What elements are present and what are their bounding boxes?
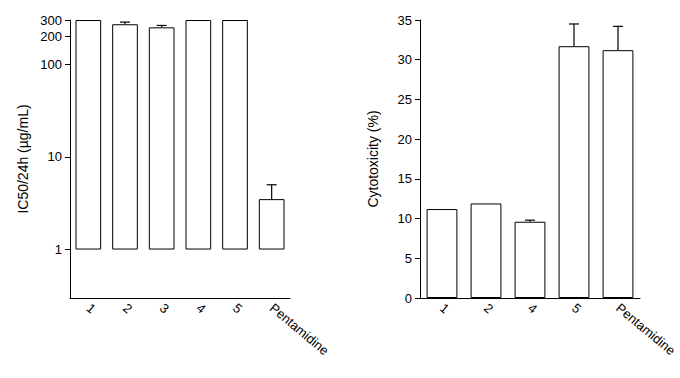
svg-text:30: 30 [398,52,412,67]
svg-text:2: 2 [481,300,496,316]
svg-text:300: 300 [40,13,62,28]
svg-text:Cytotoxicity (%): Cytotoxicity (%) [365,110,381,207]
svg-text:IC50/24h (µg/mL): IC50/24h (µg/mL) [15,104,31,213]
svg-text:Pentamidine: Pentamidine [267,300,332,358]
svg-text:4: 4 [194,300,209,316]
svg-text:3: 3 [157,300,172,316]
svg-text:5: 5 [569,300,584,316]
svg-text:5: 5 [230,300,245,316]
svg-text:1: 1 [437,300,452,316]
svg-text:20: 20 [398,132,412,147]
svg-text:1: 1 [84,300,99,316]
svg-text:10: 10 [398,211,412,226]
svg-text:4: 4 [525,300,540,316]
svg-text:10: 10 [48,149,62,164]
svg-text:5: 5 [405,251,412,266]
svg-text:100: 100 [40,57,62,72]
svg-text:35: 35 [398,13,412,28]
svg-text:0: 0 [405,291,412,306]
svg-text:15: 15 [398,171,412,186]
svg-text:200: 200 [40,29,62,44]
svg-text:1: 1 [55,242,62,257]
svg-text:Pentamidine: Pentamidine [613,300,678,358]
svg-text:25: 25 [398,92,412,107]
svg-text:2: 2 [120,300,135,316]
